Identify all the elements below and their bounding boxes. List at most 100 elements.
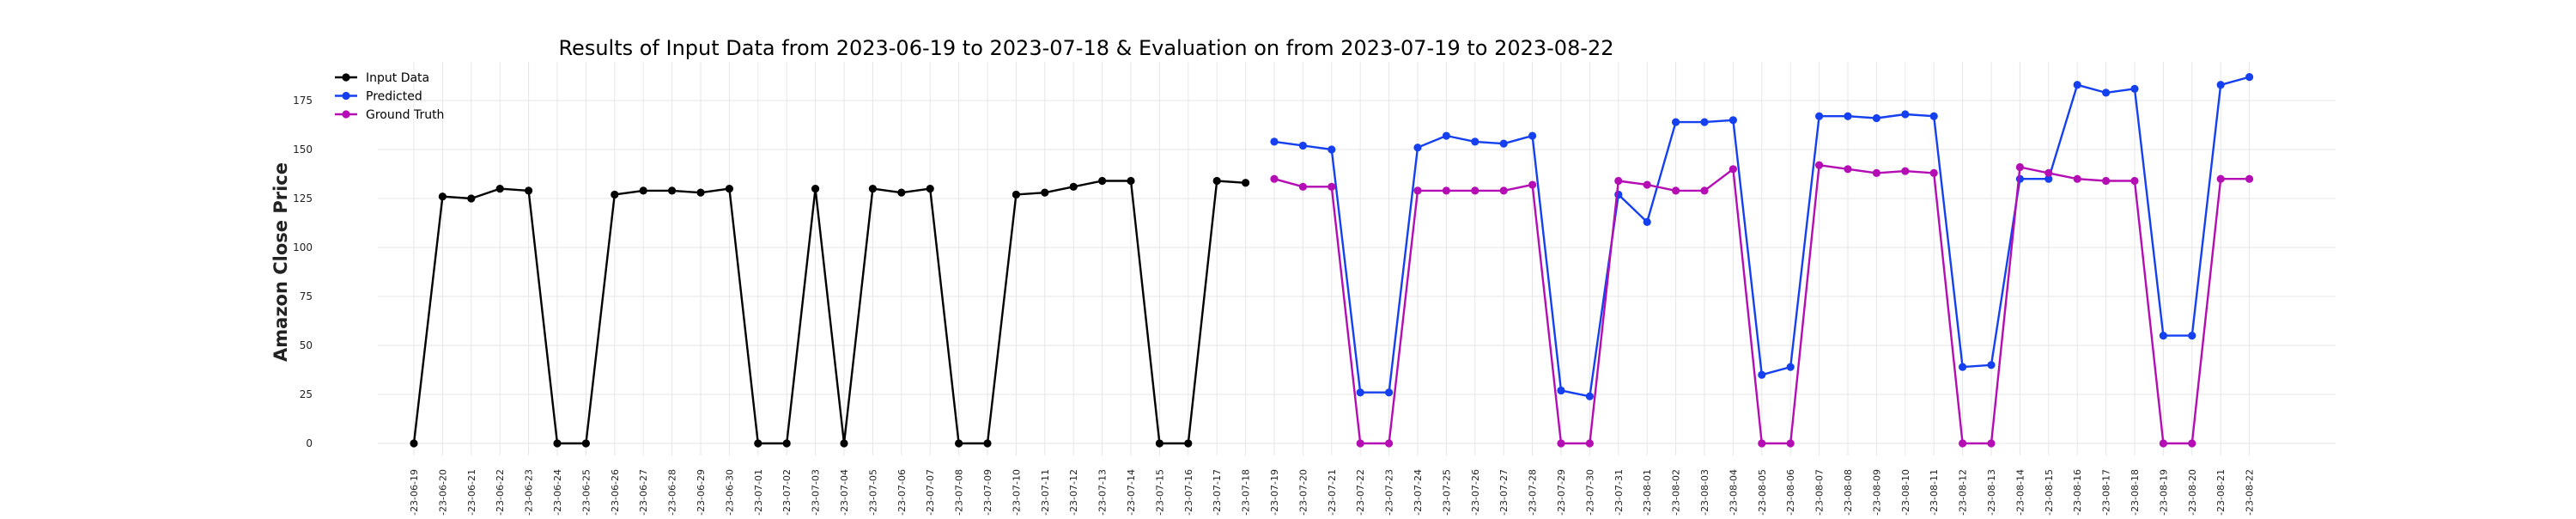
x-tick-label: -23-06-27 — [638, 469, 649, 516]
x-tick-label: -23-07-15 — [1154, 469, 1165, 516]
data-point — [2073, 81, 2081, 89]
data-point — [438, 192, 447, 201]
data-point — [1041, 188, 1049, 197]
data-point — [1413, 186, 1422, 195]
x-tick-label: -23-08-09 — [1871, 469, 1882, 516]
data-point — [955, 439, 963, 448]
y-tick-label: 75 — [300, 290, 313, 302]
data-point — [840, 439, 848, 448]
data-point — [1872, 168, 1880, 177]
data-point — [2102, 176, 2111, 186]
data-point — [897, 188, 906, 197]
data-point — [1557, 386, 1565, 395]
data-point — [1471, 137, 1479, 146]
data-point — [1901, 167, 1910, 175]
data-point — [983, 439, 992, 448]
series-line — [412, 180, 1246, 445]
x-tick-label: -23-07-03 — [811, 469, 822, 516]
data-point — [1901, 110, 1910, 119]
x-tick-label: -23-07-04 — [839, 469, 850, 516]
data-point — [1614, 176, 1623, 186]
x-tick-label: -23-07-26 — [1470, 469, 1481, 516]
data-point — [1385, 388, 1394, 397]
data-point — [1786, 363, 1795, 371]
legend-label: Input Data — [366, 71, 429, 85]
x-tick-label: -23-07-07 — [925, 469, 936, 516]
series-group — [1270, 73, 2254, 400]
data-point — [1442, 186, 1450, 195]
data-point — [2188, 332, 2196, 340]
data-point — [782, 439, 791, 448]
y-axis-ticks: 0 25 50 75 100 125 150 175 — [293, 95, 313, 449]
data-point — [1844, 112, 1852, 120]
x-tick-label: -23-08-19 — [2158, 469, 2169, 516]
legend-marker — [342, 110, 350, 119]
data-point — [1499, 139, 1508, 148]
data-point — [1643, 217, 1651, 226]
data-point — [1270, 174, 1279, 183]
x-tick-label: -23-08-12 — [1958, 469, 1969, 516]
x-tick-label: -23-07-10 — [1011, 469, 1022, 516]
data-point — [1356, 439, 1364, 448]
y-tick-label: 125 — [293, 192, 313, 205]
x-tick-label: -23-06-20 — [437, 469, 448, 516]
data-point — [1471, 186, 1479, 195]
legend-marker — [342, 73, 350, 82]
data-point — [1499, 186, 1508, 195]
data-point — [1327, 182, 1336, 191]
data-point — [1557, 439, 1565, 448]
data-point — [2130, 176, 2139, 186]
data-point — [2245, 73, 2254, 82]
series-group — [1270, 161, 2254, 448]
series-group — [410, 176, 1250, 448]
chart-title: Results of Input Data from 2023-06-19 to… — [558, 36, 1613, 60]
data-point — [2188, 439, 2196, 448]
data-point — [1872, 113, 1880, 123]
y-tick-label: 175 — [293, 95, 313, 107]
data-point — [2044, 174, 2053, 183]
x-tick-label: -23-07-23 — [1384, 469, 1395, 516]
data-point — [1815, 112, 1824, 120]
data-point — [668, 186, 677, 195]
data-point — [1929, 168, 1938, 177]
data-point — [1758, 370, 1766, 379]
data-point — [696, 188, 705, 197]
x-tick-label: -23-08-07 — [1814, 469, 1826, 516]
data-point — [467, 194, 476, 203]
x-tick-label: -23-07-14 — [1126, 469, 1137, 516]
data-point — [1758, 439, 1766, 448]
x-tick-label: -23-06-24 — [552, 469, 563, 516]
x-tick-label: -23-08-21 — [2215, 469, 2227, 516]
x-tick-label: -23-07-29 — [1556, 469, 1567, 516]
data-point — [495, 185, 504, 193]
data-point — [1672, 186, 1680, 195]
data-point — [1959, 363, 1967, 371]
x-tick-label: -23-07-09 — [982, 469, 993, 516]
x-tick-label: -23-06-25 — [580, 469, 592, 516]
data-point — [1815, 161, 1824, 169]
x-tick-label: -23-07-31 — [1613, 469, 1625, 516]
data-point — [1728, 165, 1737, 174]
legend-label: Ground Truth — [366, 108, 444, 122]
legend: Input Data Predicted Ground Truth — [335, 71, 444, 122]
x-tick-label: -23-06-30 — [724, 469, 735, 516]
x-tick-label: -23-08-10 — [1900, 469, 1911, 516]
x-tick-label: -23-06-29 — [696, 469, 707, 516]
data-point — [1987, 439, 1996, 448]
data-point — [868, 185, 878, 193]
data-point — [1700, 186, 1709, 195]
data-point — [2159, 332, 2167, 340]
x-tick-label: -23-08-13 — [1986, 469, 1997, 516]
data-point — [611, 190, 619, 199]
data-point — [2245, 174, 2254, 183]
data-point — [2130, 84, 2139, 93]
x-tick-label: -23-07-21 — [1327, 469, 1338, 516]
data-point — [410, 439, 418, 448]
data-point — [2216, 81, 2225, 89]
x-tick-label: -23-07-25 — [1441, 469, 1452, 516]
data-point — [1098, 176, 1107, 186]
x-tick-label: -23-08-15 — [2044, 469, 2055, 516]
x-tick-label: -23-08-06 — [1785, 469, 1796, 516]
data-point — [1155, 439, 1163, 448]
